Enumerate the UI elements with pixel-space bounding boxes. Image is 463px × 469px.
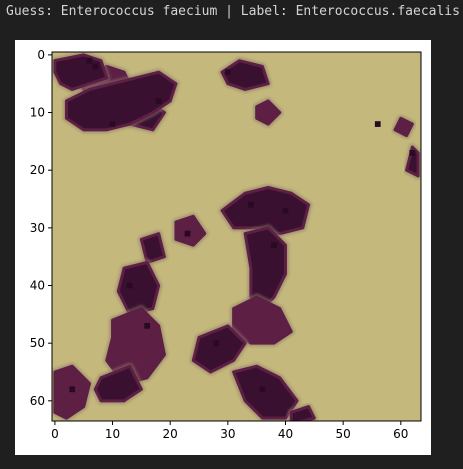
dark-pixel — [282, 207, 289, 214]
stain-cluster — [93, 364, 143, 403]
x-axis-ticks: 0 10 20 30 40 50 60 — [51, 421, 408, 441]
dark-pixel — [409, 150, 416, 156]
dark-pixel — [86, 57, 93, 64]
dark-pixel — [259, 386, 266, 393]
stain-cluster — [64, 70, 178, 132]
dark-pixel — [126, 282, 133, 289]
dark-pixel — [92, 63, 99, 70]
microscopy-image — [52, 52, 421, 421]
x-tick-label: 20 — [163, 427, 178, 441]
stain-cluster — [289, 405, 316, 421]
y-tick-label: 0 — [37, 48, 45, 62]
y-tick-label: 20 — [30, 163, 45, 177]
stain-cluster — [393, 116, 414, 138]
stain-cluster — [255, 99, 282, 126]
x-tick-label: 60 — [393, 427, 408, 441]
axes-frame — [51, 51, 422, 422]
x-tick-label: 40 — [278, 427, 293, 441]
dark-pixel — [248, 201, 254, 208]
y-axis-ticks: 0 10 20 30 40 50 60 — [30, 48, 52, 408]
figure-canvas: 0 10 20 30 40 50 60 0 10 20 30 40 50 60 — [30, 48, 422, 441]
dark-pixel — [224, 69, 231, 76]
stain-cluster — [220, 185, 311, 236]
stained-bacteria-clusters — [52, 52, 421, 421]
output-text: Guess: Enterococcus faecium | Label: Ent… — [6, 4, 460, 19]
dark-pixel — [109, 121, 116, 127]
dark-pixel — [213, 340, 220, 347]
y-tick-label: 50 — [30, 336, 45, 350]
stain-cluster — [139, 232, 166, 264]
y-tick-label: 40 — [30, 279, 45, 293]
dark-pixel — [155, 98, 162, 104]
stain-cluster — [220, 59, 270, 91]
matplotlib-figure: 0 10 20 30 40 50 60 0 10 20 30 40 50 60 — [15, 40, 431, 455]
dark-pixel — [271, 242, 277, 249]
x-tick-label: 10 — [105, 427, 120, 441]
y-tick-label: 30 — [30, 221, 45, 235]
stain-cluster — [116, 260, 161, 316]
dark-pixel — [69, 386, 76, 393]
y-tick-label: 60 — [30, 394, 45, 408]
x-tick-label: 0 — [51, 427, 59, 441]
x-tick-label: 50 — [336, 427, 351, 441]
dark-pixel — [184, 230, 191, 237]
y-tick-label: 10 — [30, 106, 45, 120]
dark-pixel — [374, 121, 381, 127]
stain-cluster — [191, 324, 247, 374]
dark-pixel — [144, 322, 151, 329]
x-tick-label: 30 — [220, 427, 235, 441]
